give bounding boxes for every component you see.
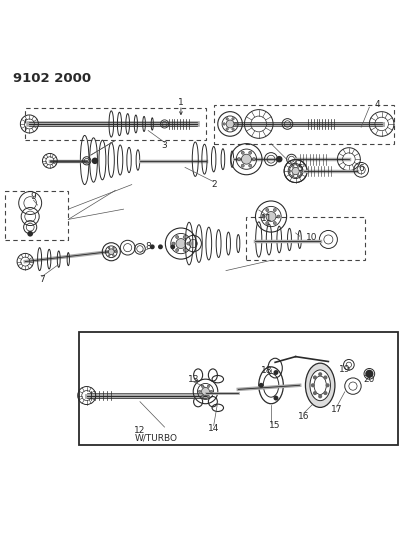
Circle shape bbox=[289, 170, 291, 172]
Circle shape bbox=[108, 255, 110, 256]
Circle shape bbox=[300, 170, 302, 172]
Circle shape bbox=[201, 395, 204, 398]
Circle shape bbox=[183, 248, 186, 252]
Circle shape bbox=[273, 395, 278, 400]
Text: 18: 18 bbox=[261, 367, 272, 375]
Text: 14: 14 bbox=[208, 424, 219, 433]
Ellipse shape bbox=[305, 363, 335, 407]
Circle shape bbox=[266, 212, 276, 222]
Circle shape bbox=[201, 387, 210, 395]
Circle shape bbox=[232, 118, 234, 120]
Text: 5: 5 bbox=[297, 164, 302, 173]
Circle shape bbox=[297, 175, 300, 177]
Circle shape bbox=[183, 236, 186, 239]
Circle shape bbox=[292, 175, 294, 177]
Circle shape bbox=[115, 251, 116, 253]
Bar bbox=[247, 217, 365, 260]
Circle shape bbox=[113, 255, 114, 256]
Circle shape bbox=[158, 245, 163, 249]
Circle shape bbox=[226, 128, 229, 130]
Ellipse shape bbox=[310, 370, 330, 401]
Circle shape bbox=[276, 156, 282, 163]
Circle shape bbox=[323, 375, 328, 379]
Text: 19: 19 bbox=[339, 365, 351, 374]
Text: 10: 10 bbox=[306, 233, 318, 243]
Bar bbox=[5, 191, 68, 240]
Circle shape bbox=[207, 395, 210, 398]
Bar bbox=[79, 332, 398, 445]
Circle shape bbox=[323, 391, 328, 395]
Bar bbox=[25, 108, 206, 140]
Circle shape bbox=[266, 221, 269, 224]
Text: 2: 2 bbox=[211, 180, 217, 189]
Circle shape bbox=[297, 165, 300, 167]
Circle shape bbox=[210, 390, 212, 393]
Circle shape bbox=[172, 242, 175, 245]
Circle shape bbox=[252, 158, 256, 161]
Circle shape bbox=[249, 151, 252, 154]
Circle shape bbox=[170, 245, 175, 249]
Text: 12: 12 bbox=[134, 426, 145, 435]
Circle shape bbox=[92, 158, 98, 164]
Text: 8: 8 bbox=[145, 241, 151, 251]
Circle shape bbox=[311, 383, 315, 387]
Circle shape bbox=[292, 167, 299, 175]
Circle shape bbox=[187, 242, 190, 245]
Circle shape bbox=[292, 165, 294, 167]
Circle shape bbox=[226, 118, 229, 120]
Circle shape bbox=[262, 215, 265, 218]
Circle shape bbox=[259, 383, 264, 387]
Text: 17: 17 bbox=[331, 406, 342, 414]
Circle shape bbox=[313, 375, 317, 379]
Circle shape bbox=[249, 164, 252, 167]
Circle shape bbox=[277, 215, 280, 218]
Circle shape bbox=[199, 390, 201, 393]
Circle shape bbox=[176, 239, 186, 248]
Circle shape bbox=[235, 123, 237, 125]
Circle shape bbox=[109, 249, 114, 255]
Circle shape bbox=[207, 385, 210, 387]
Circle shape bbox=[273, 370, 278, 375]
Bar bbox=[214, 104, 394, 143]
Text: 1: 1 bbox=[178, 98, 184, 107]
Text: 9102 2000: 9102 2000 bbox=[13, 72, 91, 85]
Circle shape bbox=[223, 123, 225, 125]
Circle shape bbox=[241, 151, 244, 154]
Text: 13: 13 bbox=[187, 375, 199, 384]
Text: 15: 15 bbox=[269, 421, 281, 430]
Circle shape bbox=[201, 385, 204, 387]
Text: 7: 7 bbox=[39, 275, 44, 284]
Circle shape bbox=[326, 383, 330, 387]
Circle shape bbox=[106, 251, 108, 253]
Circle shape bbox=[108, 247, 110, 249]
Text: 4: 4 bbox=[375, 100, 380, 109]
Circle shape bbox=[365, 370, 374, 378]
Circle shape bbox=[241, 164, 244, 167]
Circle shape bbox=[175, 236, 179, 239]
Circle shape bbox=[175, 248, 179, 252]
Text: 3: 3 bbox=[162, 141, 167, 150]
Circle shape bbox=[273, 208, 276, 212]
Text: W/TURBO: W/TURBO bbox=[135, 433, 178, 442]
Circle shape bbox=[113, 247, 114, 249]
Circle shape bbox=[242, 154, 252, 164]
Circle shape bbox=[313, 391, 317, 395]
Text: 6: 6 bbox=[358, 164, 364, 173]
Circle shape bbox=[27, 231, 33, 237]
Circle shape bbox=[226, 120, 234, 128]
Circle shape bbox=[273, 221, 276, 224]
Text: 20: 20 bbox=[364, 375, 375, 384]
Text: 9: 9 bbox=[30, 192, 36, 201]
Circle shape bbox=[150, 245, 155, 249]
Circle shape bbox=[232, 128, 234, 130]
Circle shape bbox=[318, 394, 322, 398]
Text: 11: 11 bbox=[261, 214, 272, 223]
Circle shape bbox=[318, 372, 322, 376]
Text: 16: 16 bbox=[298, 411, 309, 421]
Circle shape bbox=[266, 208, 269, 212]
Circle shape bbox=[238, 158, 240, 161]
